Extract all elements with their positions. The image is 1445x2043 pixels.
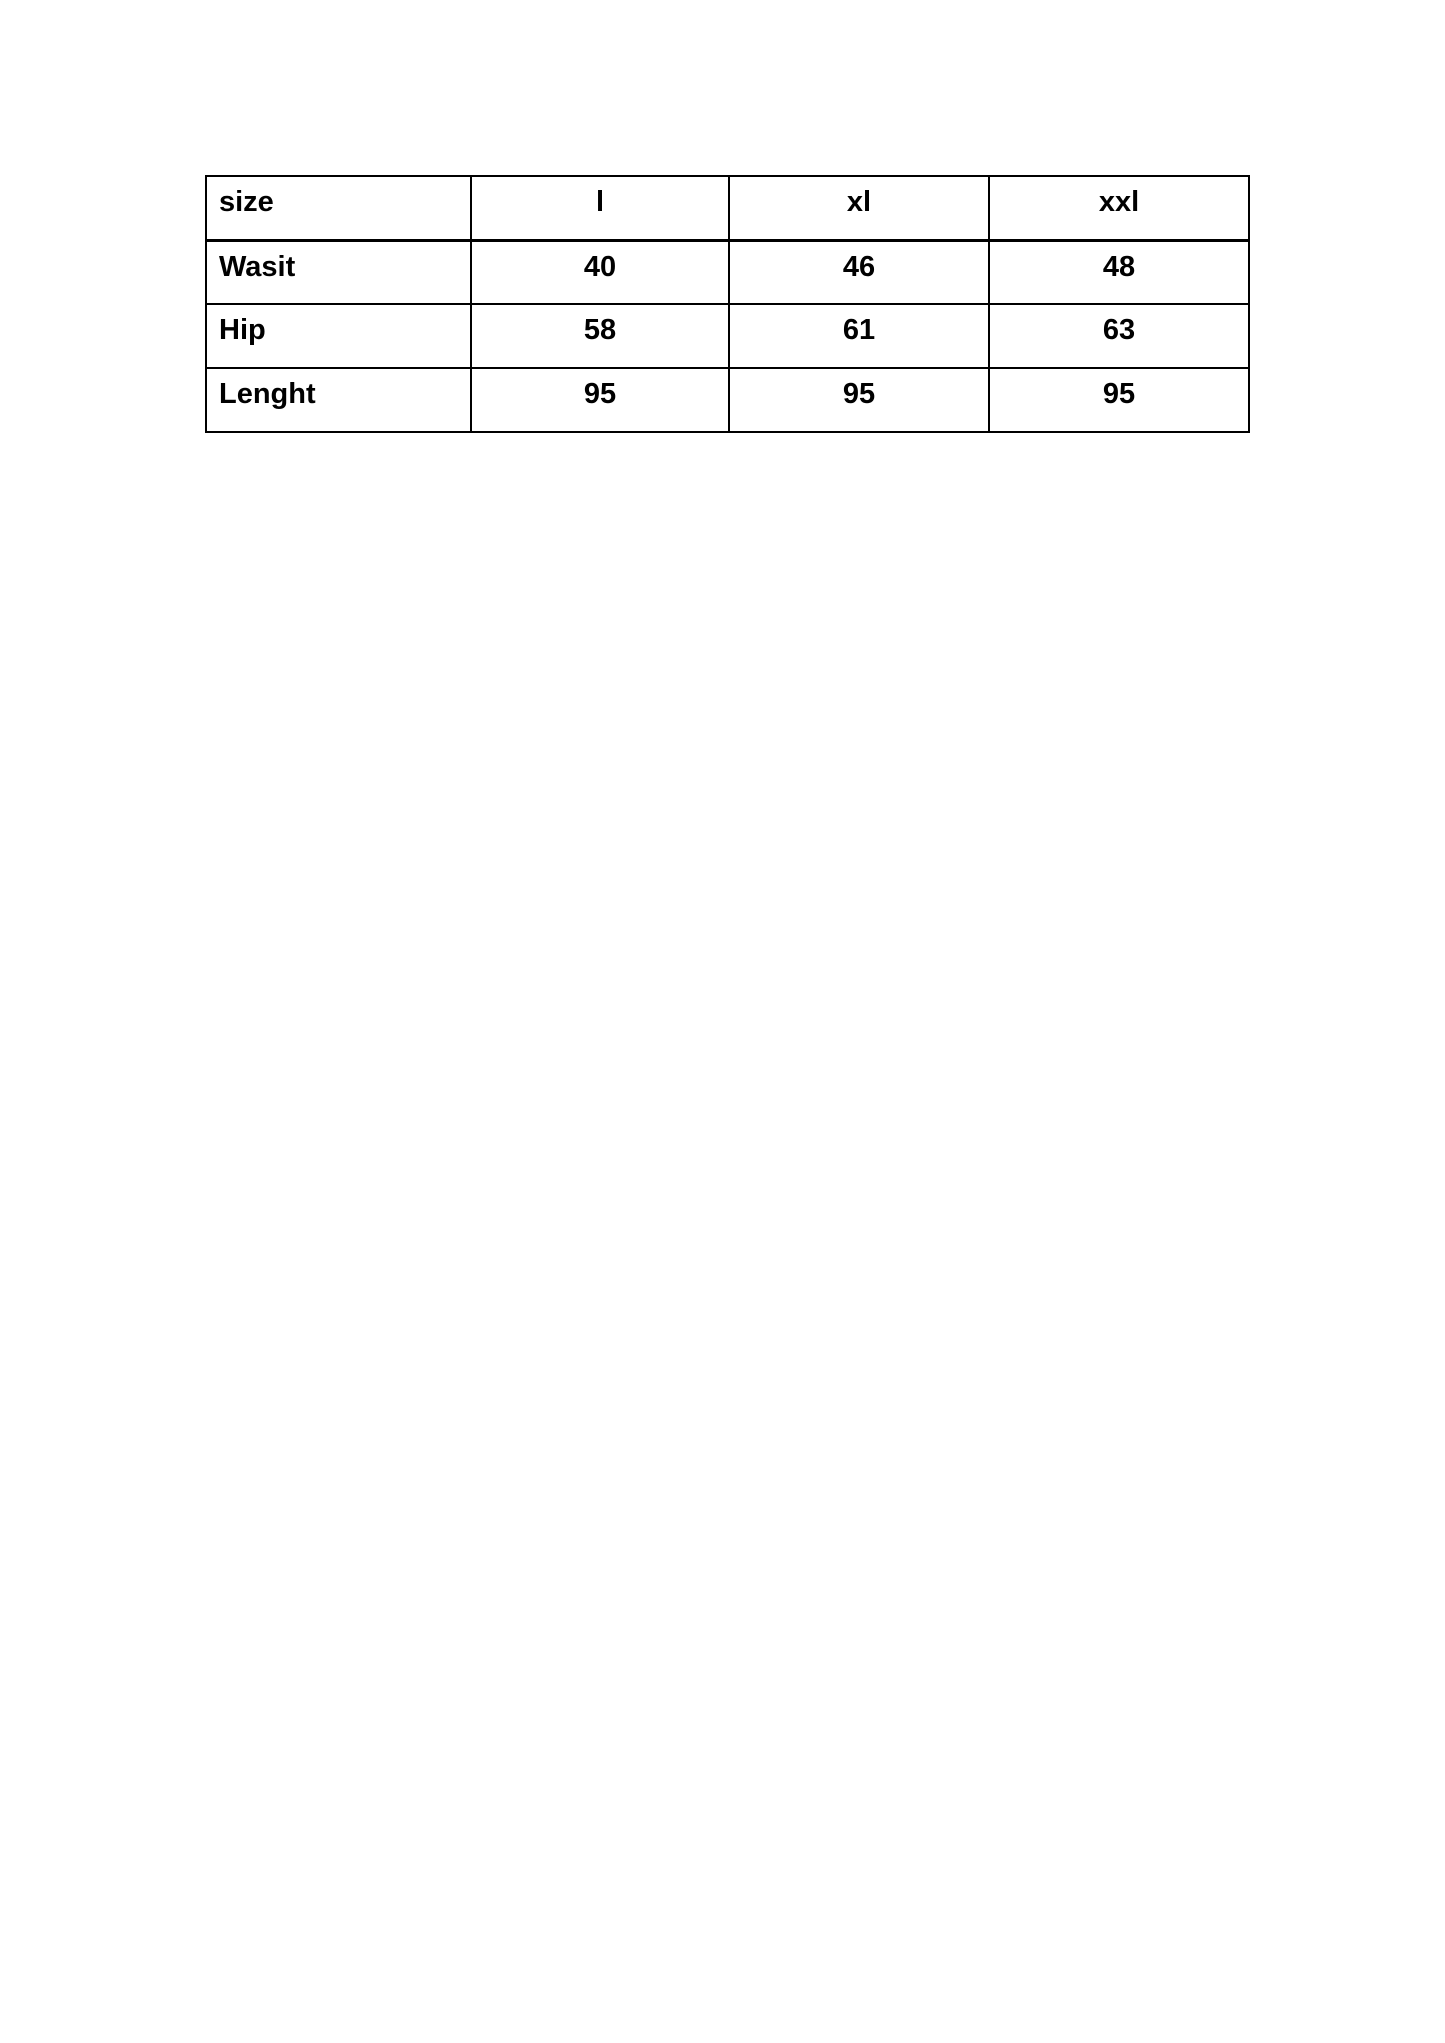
header-size: size [205, 175, 472, 242]
table-row: Hip 58 61 63 [205, 303, 1250, 369]
row-label-length: Lenght [205, 367, 472, 433]
table-header-row: size l xl xxl [205, 175, 1250, 242]
waist-l-value: 40 [470, 239, 730, 305]
length-xl-value: 95 [728, 367, 990, 433]
table-row: Wasit 40 46 48 [205, 239, 1250, 305]
waist-xxl-value: 48 [988, 239, 1250, 305]
waist-xl-value: 46 [728, 239, 990, 305]
hip-xl-value: 61 [728, 303, 990, 369]
hip-xxl-value: 63 [988, 303, 1250, 369]
length-xxl-value: 95 [988, 367, 1250, 433]
header-xxl: xxl [988, 175, 1250, 242]
header-l: l [470, 175, 730, 242]
hip-l-value: 58 [470, 303, 730, 369]
header-xl: xl [728, 175, 990, 242]
row-label-waist: Wasit [205, 239, 472, 305]
table-row: Lenght 95 95 95 [205, 367, 1250, 433]
size-chart-table: size l xl xxl Wasit 40 46 48 Hip 58 61 6… [205, 175, 1250, 433]
length-l-value: 95 [470, 367, 730, 433]
row-label-hip: Hip [205, 303, 472, 369]
